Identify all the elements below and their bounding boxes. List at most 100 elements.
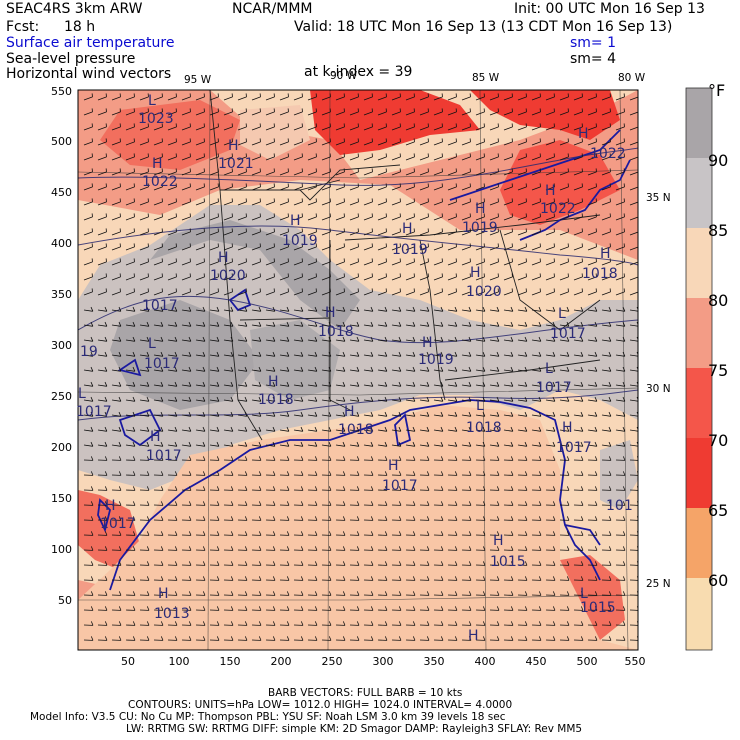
high-value: 1017	[382, 478, 418, 494]
contour-info: CONTOURS: UNITS=hPa LOW= 1012.0 HIGH= 10…	[128, 699, 513, 711]
lat-label: 25 N	[646, 578, 671, 590]
x-tick: 350	[424, 655, 445, 668]
low-value: 1017	[536, 380, 572, 396]
high-label: H	[545, 183, 556, 199]
legend-unit: °F	[708, 81, 725, 100]
lon-label: 95 W	[184, 74, 212, 86]
high-value: 1020	[466, 284, 502, 300]
high-label: H	[468, 628, 479, 644]
high-value: 1021	[218, 156, 254, 172]
y-tick: 400	[51, 237, 72, 250]
y-tick: 200	[51, 441, 72, 454]
low-label: L	[580, 586, 588, 602]
legend-swatch	[686, 368, 712, 438]
high-label: H	[422, 335, 433, 351]
x-axis-ticks: 50 100 150 200 250 300 350 400 450 500 5…	[121, 655, 646, 668]
high-value: 1019	[282, 233, 318, 249]
legend-swatch	[686, 508, 712, 578]
high-value: 1013	[154, 606, 190, 622]
y-tick: 300	[51, 339, 72, 352]
barb-info: BARB VECTORS: FULL BARB = 10 kts	[268, 687, 463, 699]
isobar-label: 1017	[142, 298, 178, 314]
center-title: NCAR/MMM	[232, 1, 313, 17]
high-value: 1015	[490, 554, 526, 570]
y-axis-ticks: 550 500 450 400 350 300 250 200 150 100 …	[51, 85, 72, 607]
low-value: 1017	[76, 404, 112, 420]
high-value: 1022	[540, 201, 576, 217]
model-info-line1: Model Info: V3.5 CU: No Cu MP: Thompson …	[30, 711, 506, 723]
x-tick: 250	[322, 655, 343, 668]
valid-time: Valid: 18 UTC Mon 16 Sep 13 (13 CDT Mon …	[294, 19, 673, 35]
lat-label: 35 N	[646, 192, 671, 204]
high-label: H	[105, 498, 116, 514]
low-label: L	[78, 386, 86, 402]
high-value: 1020	[210, 268, 246, 284]
low-value: 1017	[550, 326, 586, 342]
temperature-legend	[685, 87, 713, 651]
legend-tick: 90	[708, 151, 728, 170]
lon-label: 90 W	[330, 70, 358, 82]
x-tick: 100	[169, 655, 190, 668]
high-label: H	[475, 201, 486, 217]
high-value: 1017	[100, 516, 136, 532]
high-label: H	[290, 213, 301, 229]
legend-swatch	[686, 298, 712, 368]
high-value: 1019	[418, 352, 454, 368]
wind-barb-field	[83, 93, 638, 641]
map-frame	[77, 89, 639, 651]
x-tick: 500	[577, 655, 598, 668]
high-label: H	[325, 305, 336, 321]
legend-swatch	[686, 578, 712, 650]
legend-tick: 65	[708, 501, 728, 520]
init-time: Init: 00 UTC Mon 16 Sep 13	[514, 1, 705, 17]
high-label: H	[268, 374, 279, 390]
x-tick: 200	[271, 655, 292, 668]
y-tick: 150	[51, 492, 72, 505]
field-surface-temperature: Surface air temperature	[6, 35, 175, 51]
field-wind-vectors: Horizontal wind vectors	[6, 66, 172, 82]
high-value: 1019	[392, 242, 428, 258]
high-value: 1019	[462, 220, 498, 236]
wind-barbs	[83, 93, 638, 641]
lon-label: 80 W	[618, 72, 646, 84]
legend-swatch	[686, 88, 712, 158]
low-label: L	[558, 306, 566, 322]
x-tick: 450	[526, 655, 547, 668]
legend-labels: °F 90 85 80 75 70 65 60	[708, 81, 728, 590]
legend-tick: 80	[708, 291, 728, 310]
x-tick: 50	[121, 655, 135, 668]
high-value: 1022	[142, 174, 178, 190]
partial-label: 101	[606, 498, 633, 514]
forecast-label: Fcst:	[6, 19, 40, 35]
low-label: L	[545, 361, 553, 377]
legend-swatch	[686, 438, 712, 508]
smoothing-1: sm= 1	[570, 35, 617, 51]
high-label: H	[578, 126, 589, 142]
legend-tick: 70	[708, 431, 728, 450]
high-value: 1018	[582, 266, 618, 282]
x-tick: 550	[625, 655, 646, 668]
x-tick: 150	[220, 655, 241, 668]
high-label: H	[562, 420, 573, 436]
high-label: H	[388, 458, 399, 474]
high-value: 1018	[258, 392, 294, 408]
high-label: H	[218, 250, 229, 266]
high-label: H	[493, 533, 504, 549]
low-value: 1017	[144, 356, 180, 372]
high-value: 1022	[590, 146, 626, 162]
high-label: H	[158, 586, 169, 602]
high-label: H	[152, 156, 163, 172]
smoothing-2: sm= 4	[570, 51, 617, 67]
high-value: 1018	[338, 422, 374, 438]
low-label: L	[148, 336, 156, 352]
field-sea-level-pressure: Sea-level pressure	[6, 51, 136, 67]
legend-swatch	[686, 158, 712, 228]
low-label: L	[148, 93, 156, 109]
model-title: SEAC4RS 3km ARW	[6, 1, 143, 17]
y-tick: 450	[51, 186, 72, 199]
pressure-centers: L 1023 H 1022 H 1021 H 1019 H 1020 H 101…	[76, 93, 633, 644]
low-value: 1018	[466, 420, 502, 436]
low-value: 1023	[138, 111, 174, 127]
lon-label: 85 W	[472, 72, 500, 84]
